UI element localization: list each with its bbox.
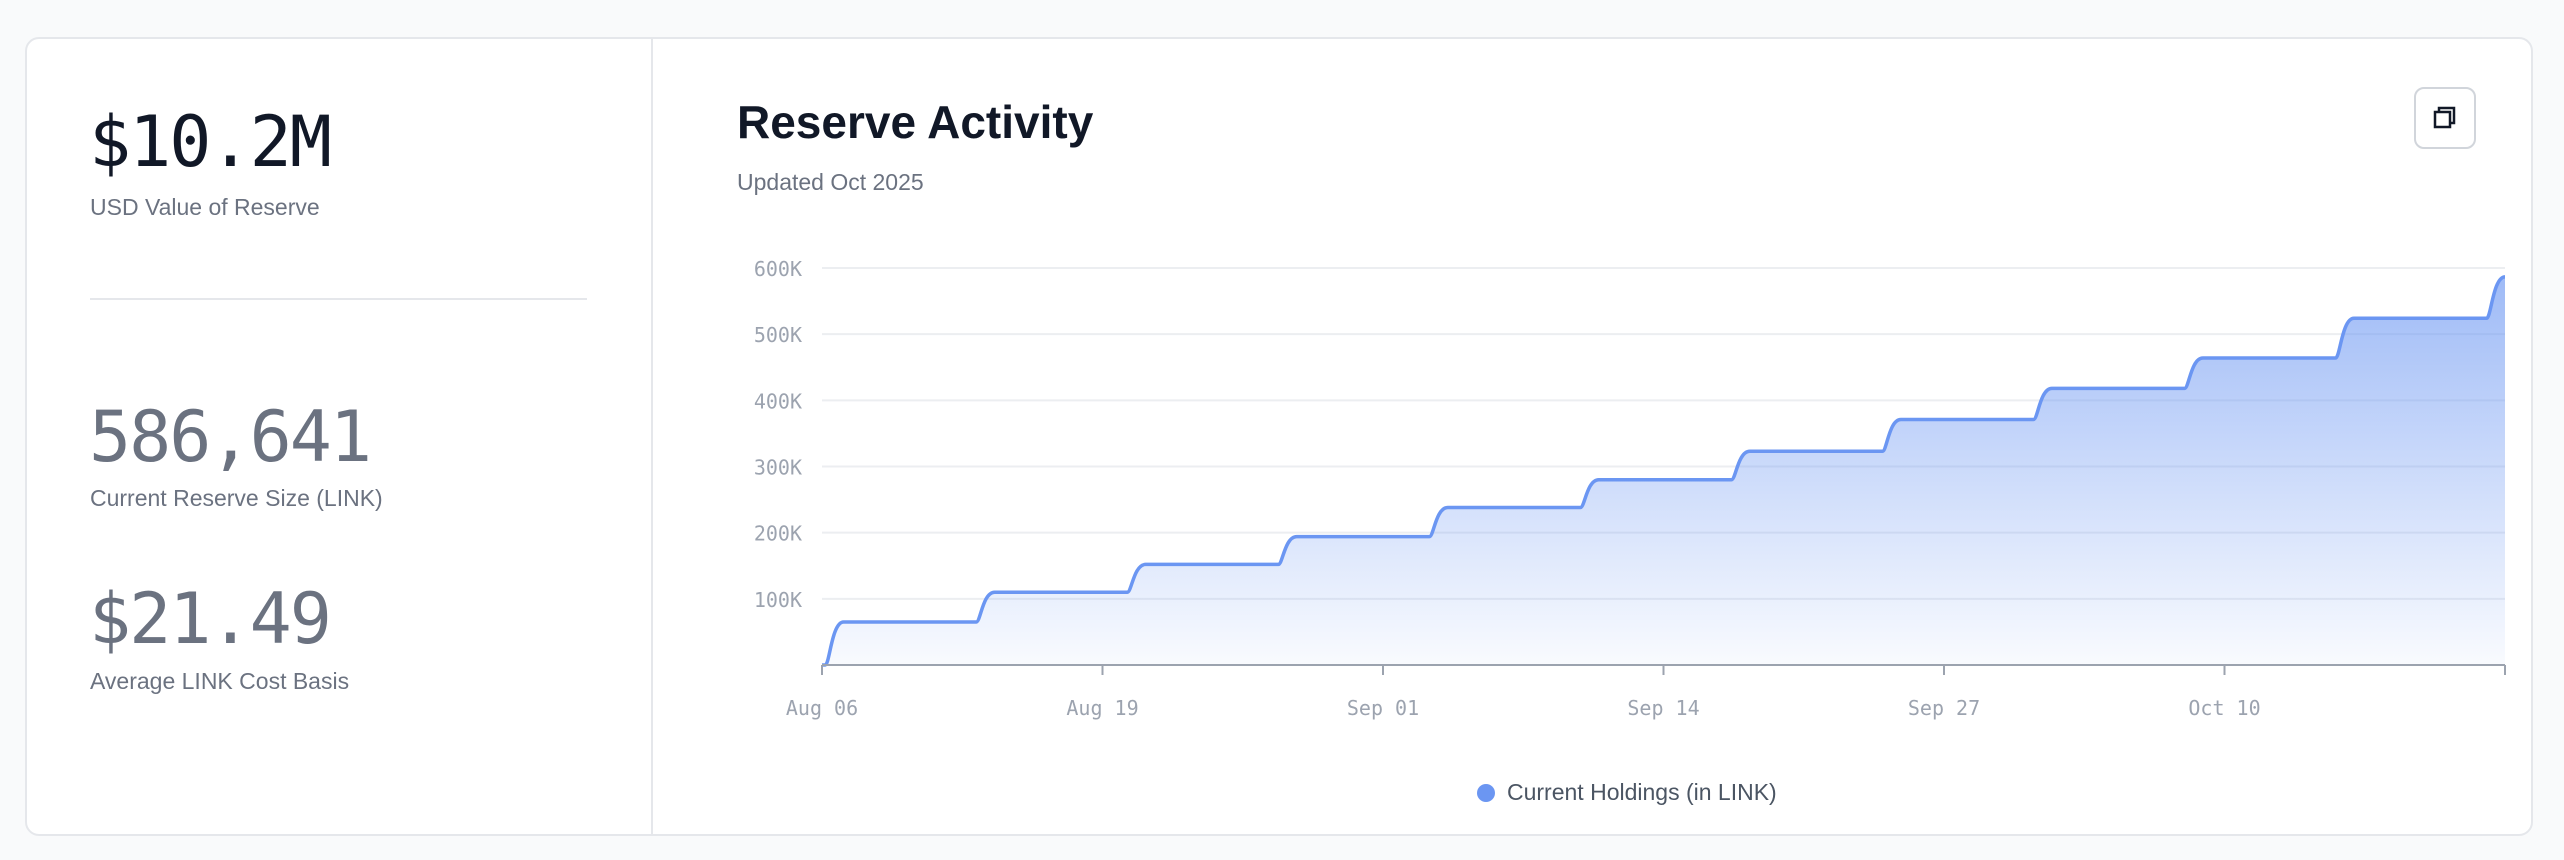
x-tick-label: Oct 10 <box>2188 696 2260 720</box>
chart-title: Reserve Activity <box>737 96 1094 148</box>
x-tick-label: Aug 19 <box>1066 696 1138 720</box>
copy-button[interactable] <box>2414 87 2476 149</box>
x-tick-label: Sep 27 <box>1908 696 1980 720</box>
chart-subtitle: Updated Oct 2025 <box>737 169 924 195</box>
series-area <box>822 276 2505 665</box>
x-tick-label: Aug 06 <box>786 696 858 720</box>
chart-legend[interactable]: Current Holdings (in LINK) <box>1477 779 1777 806</box>
y-tick-label: 300K <box>754 456 802 480</box>
copy-icon <box>2433 106 2456 129</box>
usd-value: $10.2M <box>89 101 332 183</box>
x-tick-label: Sep 01 <box>1347 696 1419 720</box>
x-tick-label: Sep 14 <box>1627 696 1699 720</box>
legend-label: Current Holdings (in LINK) <box>1507 779 1777 805</box>
y-tick-label: 200K <box>754 522 802 546</box>
y-tick-label: 600K <box>754 257 802 281</box>
legend-dot-icon <box>1477 783 1495 802</box>
series-line <box>822 275 2506 667</box>
y-tick-label: 400K <box>754 389 802 413</box>
reserve-size-label: Current Reserve Size (LINK) <box>90 485 383 511</box>
panel-divider <box>651 39 653 834</box>
stats-divider <box>90 298 587 300</box>
usd-value-label: USD Value of Reserve <box>90 194 320 220</box>
cost-basis-value: $21.49 <box>89 578 332 660</box>
y-tick-label: 500K <box>754 323 802 347</box>
reserve-size-value: 586,641 <box>89 396 372 478</box>
y-tick-label: 100K <box>754 588 802 612</box>
cost-basis-label: Average LINK Cost Basis <box>90 668 350 694</box>
